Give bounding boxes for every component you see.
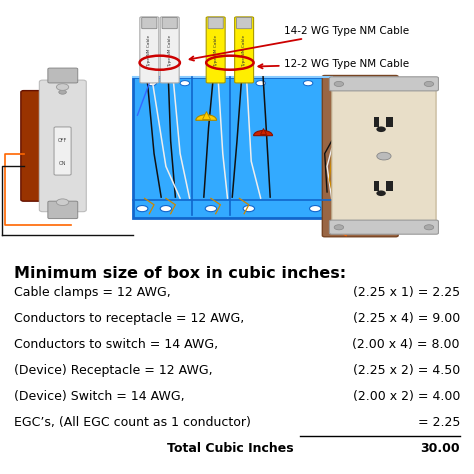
FancyBboxPatch shape [237,18,252,28]
FancyBboxPatch shape [54,127,71,175]
Text: OFF: OFF [58,138,67,143]
Text: Type NM Cable: Type NM Cable [168,35,172,67]
Text: (Device) Receptacle = 12 AWG,: (Device) Receptacle = 12 AWG, [14,364,213,377]
Text: (2.00 x 2) = 4.00: (2.00 x 2) = 4.00 [353,390,460,403]
Text: (2.25 x 4) = 9.00: (2.25 x 4) = 9.00 [353,312,460,325]
Text: Type NM Cable: Type NM Cable [147,35,151,67]
Circle shape [334,225,344,230]
Text: Minimum size of box in cubic inches:: Minimum size of box in cubic inches: [14,266,346,281]
Circle shape [424,82,434,87]
Circle shape [377,152,391,160]
Text: 14-2 WG Type NM Cable: 14-2 WG Type NM Cable [190,26,410,61]
Circle shape [310,206,321,212]
FancyBboxPatch shape [142,18,157,28]
FancyBboxPatch shape [322,75,398,237]
Bar [386,181,393,191]
Text: Conductors to receptacle = 12 AWG,: Conductors to receptacle = 12 AWG, [14,312,244,325]
Text: Conductors to switch = 14 AWG,: Conductors to switch = 14 AWG, [14,338,218,351]
Circle shape [56,84,69,91]
FancyBboxPatch shape [208,18,223,28]
FancyBboxPatch shape [140,17,159,83]
FancyBboxPatch shape [48,201,78,219]
Circle shape [205,206,217,212]
Text: Cable clamps = 12 AWG,: Cable clamps = 12 AWG, [14,286,171,299]
Text: (Device) Switch = 14 AWG,: (Device) Switch = 14 AWG, [14,390,185,403]
Circle shape [59,90,66,94]
Bar [374,117,379,127]
FancyBboxPatch shape [21,91,69,201]
FancyBboxPatch shape [133,77,332,218]
Circle shape [303,81,313,86]
Wedge shape [254,130,273,136]
Circle shape [256,81,265,86]
Text: ON: ON [59,161,66,166]
FancyBboxPatch shape [332,79,436,233]
Text: 30.00: 30.00 [420,442,460,455]
FancyBboxPatch shape [329,77,438,91]
Bar [374,181,379,191]
Circle shape [160,206,172,212]
FancyBboxPatch shape [235,17,254,83]
Text: 12-2 WG Type NM Cable: 12-2 WG Type NM Cable [258,59,410,69]
FancyBboxPatch shape [160,17,179,83]
Circle shape [180,81,190,86]
Circle shape [243,206,255,212]
Ellipse shape [376,127,386,132]
Text: (2.25 x 2) = 4.50: (2.25 x 2) = 4.50 [353,364,460,377]
Text: (2.00 x 4) = 8.00: (2.00 x 4) = 8.00 [353,338,460,351]
Circle shape [424,225,434,230]
Wedge shape [196,115,217,120]
FancyBboxPatch shape [206,17,225,83]
FancyBboxPatch shape [162,18,177,28]
Text: = 2.25: = 2.25 [418,416,460,429]
FancyBboxPatch shape [48,68,78,83]
Circle shape [147,81,156,86]
Text: EGC’s, (All EGC count as 1 conductor): EGC’s, (All EGC count as 1 conductor) [14,416,251,429]
Circle shape [137,206,148,212]
Circle shape [56,199,69,206]
Text: (2.25 x 1) = 2.25: (2.25 x 1) = 2.25 [353,286,460,299]
Circle shape [334,82,344,87]
Ellipse shape [376,191,386,196]
Text: Total Cubic Inches: Total Cubic Inches [167,442,293,455]
FancyBboxPatch shape [39,80,86,212]
Text: Type NM Cable: Type NM Cable [214,35,218,67]
FancyBboxPatch shape [329,220,438,234]
Bar [386,117,393,127]
Text: Type NM Cable: Type NM Cable [242,35,246,67]
